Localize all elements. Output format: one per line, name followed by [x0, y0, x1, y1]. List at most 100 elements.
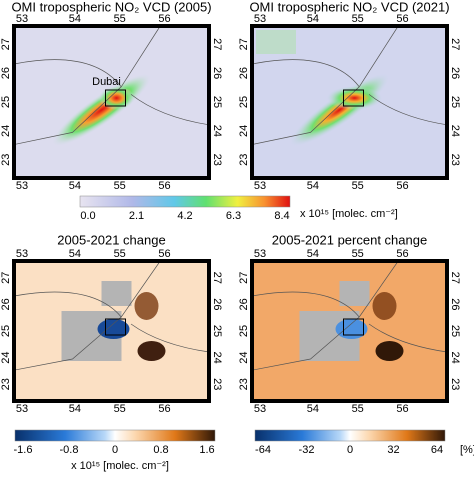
colorbar-tick-label: 2.1	[129, 210, 144, 222]
y-tick-label: 27	[238, 272, 250, 284]
y-tick-label: 25	[238, 325, 250, 337]
y-tick-label: 24	[238, 351, 250, 363]
hotspot	[335, 319, 368, 339]
mask	[339, 281, 370, 306]
colorbar-unit: [%]	[460, 444, 474, 456]
x-tick-label: 54	[307, 248, 319, 260]
colorbar-tick-label: 64	[431, 444, 443, 456]
y-tick-label: 27	[211, 38, 223, 50]
x-tick-label: 53	[16, 180, 28, 192]
colorbar-tick-label: -0.8	[60, 444, 79, 456]
x-tick-label: 56	[158, 403, 170, 415]
panel-title: 2005-2021 percent change	[272, 232, 427, 247]
colorbar-tick-label: 8.4	[274, 210, 289, 222]
x-tick-label: 55	[114, 248, 126, 260]
x-tick-label: 53	[254, 403, 266, 415]
colorbar-tick-label: 0.8	[153, 444, 168, 456]
y-tick-label: 26	[0, 298, 12, 310]
colorbar-tick-label: 1.6	[199, 444, 214, 456]
colorbar-tick-label: -64	[255, 444, 271, 456]
y-tick-label: 23	[0, 378, 12, 390]
y-tick-label: 23	[238, 154, 250, 166]
x-tick-label: 56	[396, 13, 408, 25]
dubai-box	[105, 89, 126, 107]
y-tick-label: 25	[449, 96, 461, 108]
hotspot-north	[256, 30, 296, 54]
coastline	[251, 25, 448, 145]
x-tick-label: 56	[158, 248, 170, 260]
x-tick-label: 55	[352, 248, 364, 260]
colorbar-unit: x 10¹⁵ [molec. cm⁻²]	[71, 460, 169, 472]
x-tick-label: 56	[396, 248, 408, 260]
x-tick-label: 55	[352, 403, 364, 415]
x-tick-label: 54	[69, 248, 81, 260]
x-tick-label: 56	[158, 180, 170, 192]
x-tick-label: 55	[352, 180, 364, 192]
x-tick-label: 56	[396, 403, 408, 415]
y-tick-label: 26	[211, 67, 223, 79]
y-tick-label: 24	[211, 125, 223, 137]
y-tick-label: 24	[238, 125, 250, 137]
x-tick-label: 56	[396, 180, 408, 192]
y-tick-label: 23	[211, 378, 223, 390]
x-tick-label: 54	[307, 403, 319, 415]
x-tick-label: 53	[16, 403, 28, 415]
y-tick-label: 25	[211, 325, 223, 337]
blob	[372, 292, 397, 320]
y-tick-label: 23	[449, 154, 461, 166]
coastline	[13, 260, 210, 371]
x-tick-label: 54	[69, 180, 81, 192]
y-tick-label: 27	[0, 38, 12, 50]
colorbar	[254, 429, 446, 442]
colorbar-tick-label: 6.3	[226, 210, 241, 222]
y-tick-label: 26	[0, 67, 12, 79]
y-tick-label: 27	[238, 38, 250, 50]
x-tick-label: 53	[254, 180, 266, 192]
y-tick-label: 24	[449, 351, 461, 363]
y-tick-label: 25	[238, 96, 250, 108]
blob	[134, 292, 159, 320]
x-tick-label: 54	[307, 180, 319, 192]
x-tick-label: 54	[69, 403, 81, 415]
y-tick-label: 26	[238, 298, 250, 310]
y-tick-label: 24	[0, 351, 12, 363]
coastline	[13, 25, 210, 145]
map-frame	[12, 24, 211, 180]
y-tick-label: 26	[211, 298, 223, 310]
map-frame	[250, 259, 449, 403]
y-tick-label: 24	[449, 125, 461, 137]
panel-title: OMI tropospheric NO₂ VCD (2005)	[11, 0, 211, 14]
dubai-box	[343, 318, 364, 336]
hotspot	[97, 319, 130, 339]
panel-title: OMI tropospheric NO₂ VCD (2021)	[249, 0, 449, 14]
x-tick-label: 53	[16, 13, 28, 25]
y-tick-label: 24	[211, 351, 223, 363]
blob	[375, 341, 404, 361]
x-tick-label: 55	[352, 13, 364, 25]
x-tick-label: 56	[158, 13, 170, 25]
blob	[137, 341, 166, 361]
y-tick-label: 27	[211, 272, 223, 284]
y-tick-label: 27	[449, 38, 461, 50]
colorbar-tick-label: 32	[387, 444, 399, 456]
map-frame	[12, 259, 211, 403]
colorbar	[14, 429, 216, 442]
y-tick-label: 27	[0, 272, 12, 284]
x-tick-label: 55	[114, 13, 126, 25]
y-tick-label: 26	[449, 67, 461, 79]
y-tick-label: 26	[449, 298, 461, 310]
x-tick-label: 54	[69, 13, 81, 25]
y-tick-label: 26	[238, 67, 250, 79]
y-tick-label: 23	[238, 378, 250, 390]
y-tick-label: 24	[0, 125, 12, 137]
panel-title: 2005-2021 change	[57, 232, 165, 247]
y-tick-label: 27	[449, 272, 461, 284]
x-tick-label: 55	[114, 403, 126, 415]
map-frame	[250, 24, 449, 180]
colorbar-tick-label: -32	[299, 444, 315, 456]
y-tick-label: 25	[211, 96, 223, 108]
colorbar-tick-label: 0	[112, 444, 118, 456]
dubai-box	[343, 89, 364, 107]
coastline	[251, 260, 448, 371]
